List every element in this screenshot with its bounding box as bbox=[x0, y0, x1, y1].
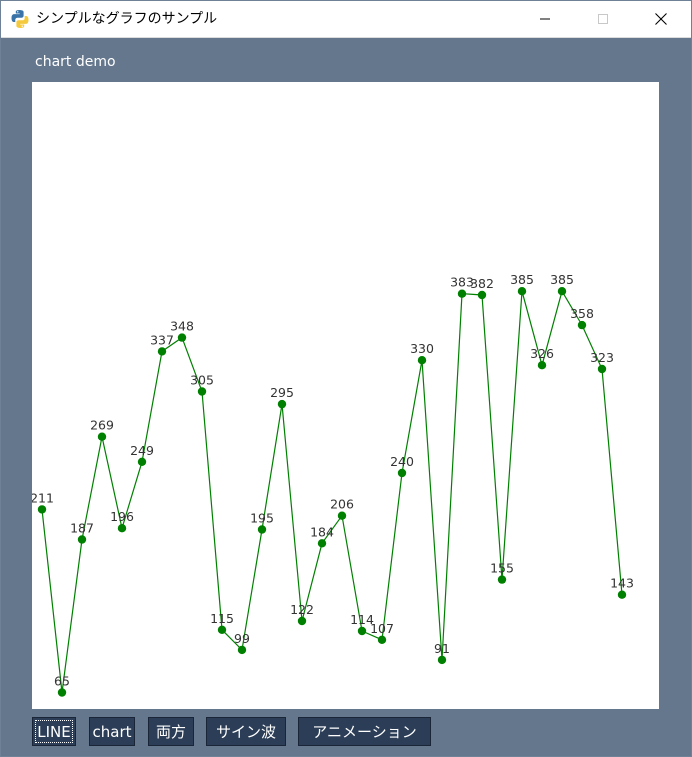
data-point bbox=[257, 525, 267, 534]
data-label: 295 bbox=[270, 385, 294, 400]
data-label: 337 bbox=[150, 332, 174, 347]
data-label: 91 bbox=[434, 641, 450, 656]
data-point bbox=[37, 505, 47, 514]
data-label: 348 bbox=[170, 319, 194, 334]
data-point bbox=[77, 535, 87, 544]
chart-canvas: 211 65 187 269 196 249 337 348 305 115 99 195 295 122… bbox=[32, 82, 659, 709]
data-label: 385 bbox=[550, 272, 574, 287]
data-point bbox=[397, 468, 407, 478]
minimize-icon bbox=[540, 18, 550, 20]
data-label: 383 bbox=[450, 275, 474, 290]
data-label: 330 bbox=[410, 341, 434, 356]
data-point bbox=[417, 356, 427, 365]
data-point bbox=[477, 290, 487, 300]
data-label: 155 bbox=[490, 561, 514, 576]
data-label: 326 bbox=[530, 346, 554, 361]
data-label: 358 bbox=[570, 306, 594, 321]
close-button[interactable] bbox=[632, 0, 690, 38]
data-label: 206 bbox=[330, 497, 354, 512]
data-label: 211 bbox=[32, 490, 54, 505]
data-label: 269 bbox=[90, 418, 114, 433]
maximize-button[interactable] bbox=[574, 0, 632, 38]
data-point bbox=[377, 635, 387, 644]
window-title: シンプルなグラフのサンプル bbox=[36, 11, 218, 27]
data-label: 187 bbox=[70, 521, 94, 536]
data-point bbox=[337, 511, 347, 520]
data-point bbox=[557, 287, 567, 296]
data-point bbox=[617, 590, 627, 599]
data-label: 196 bbox=[110, 509, 134, 524]
data-point bbox=[277, 399, 287, 409]
data-label: 122 bbox=[290, 602, 314, 617]
minimize-button[interactable] bbox=[516, 0, 574, 38]
data-label: 184 bbox=[310, 524, 334, 539]
title-bar: シンプルなグラフのサンプル bbox=[0, 0, 692, 38]
data-point bbox=[577, 320, 587, 330]
data-label: 323 bbox=[590, 350, 614, 365]
data-point bbox=[217, 625, 227, 634]
data-label: 114 bbox=[350, 612, 374, 627]
python-icon bbox=[10, 9, 30, 29]
data-label: 240 bbox=[390, 454, 414, 469]
data-label: 143 bbox=[610, 576, 634, 591]
data-point bbox=[237, 645, 247, 655]
series-line bbox=[41, 289, 623, 693]
maximize-icon bbox=[598, 14, 608, 24]
data-point bbox=[437, 655, 447, 665]
data-point bbox=[517, 287, 527, 296]
data-label: 115 bbox=[210, 611, 234, 626]
data-point bbox=[297, 616, 307, 626]
chart-caption: chart demo bbox=[35, 54, 116, 70]
chart-button[interactable]: chart bbox=[89, 717, 135, 746]
close-icon bbox=[655, 13, 667, 25]
both-button[interactable]: 両方 bbox=[148, 717, 194, 746]
data-label: 195 bbox=[250, 511, 274, 526]
sine-wave-button[interactable]: サイン波 bbox=[206, 717, 286, 746]
data-point bbox=[97, 432, 107, 441]
data-label: 99 bbox=[234, 631, 250, 646]
data-label: 107 bbox=[370, 621, 394, 636]
data-point bbox=[537, 361, 547, 370]
data-label: 385 bbox=[510, 272, 534, 287]
data-point bbox=[137, 457, 147, 466]
data-point bbox=[497, 575, 507, 584]
data-point bbox=[177, 333, 187, 342]
data-point bbox=[157, 347, 167, 356]
data-label: 382 bbox=[470, 276, 494, 291]
line-button[interactable]: LINE bbox=[32, 717, 76, 746]
data-point bbox=[317, 539, 327, 548]
data-point bbox=[197, 387, 207, 396]
data-point bbox=[57, 688, 67, 697]
data-label: 65 bbox=[54, 674, 70, 689]
data-point bbox=[357, 626, 367, 636]
animation-button[interactable]: アニメーション bbox=[298, 717, 431, 746]
data-point bbox=[457, 289, 467, 298]
data-label: 249 bbox=[130, 443, 154, 458]
data-point bbox=[117, 524, 127, 533]
data-point bbox=[597, 364, 607, 374]
data-label: 305 bbox=[190, 373, 214, 388]
